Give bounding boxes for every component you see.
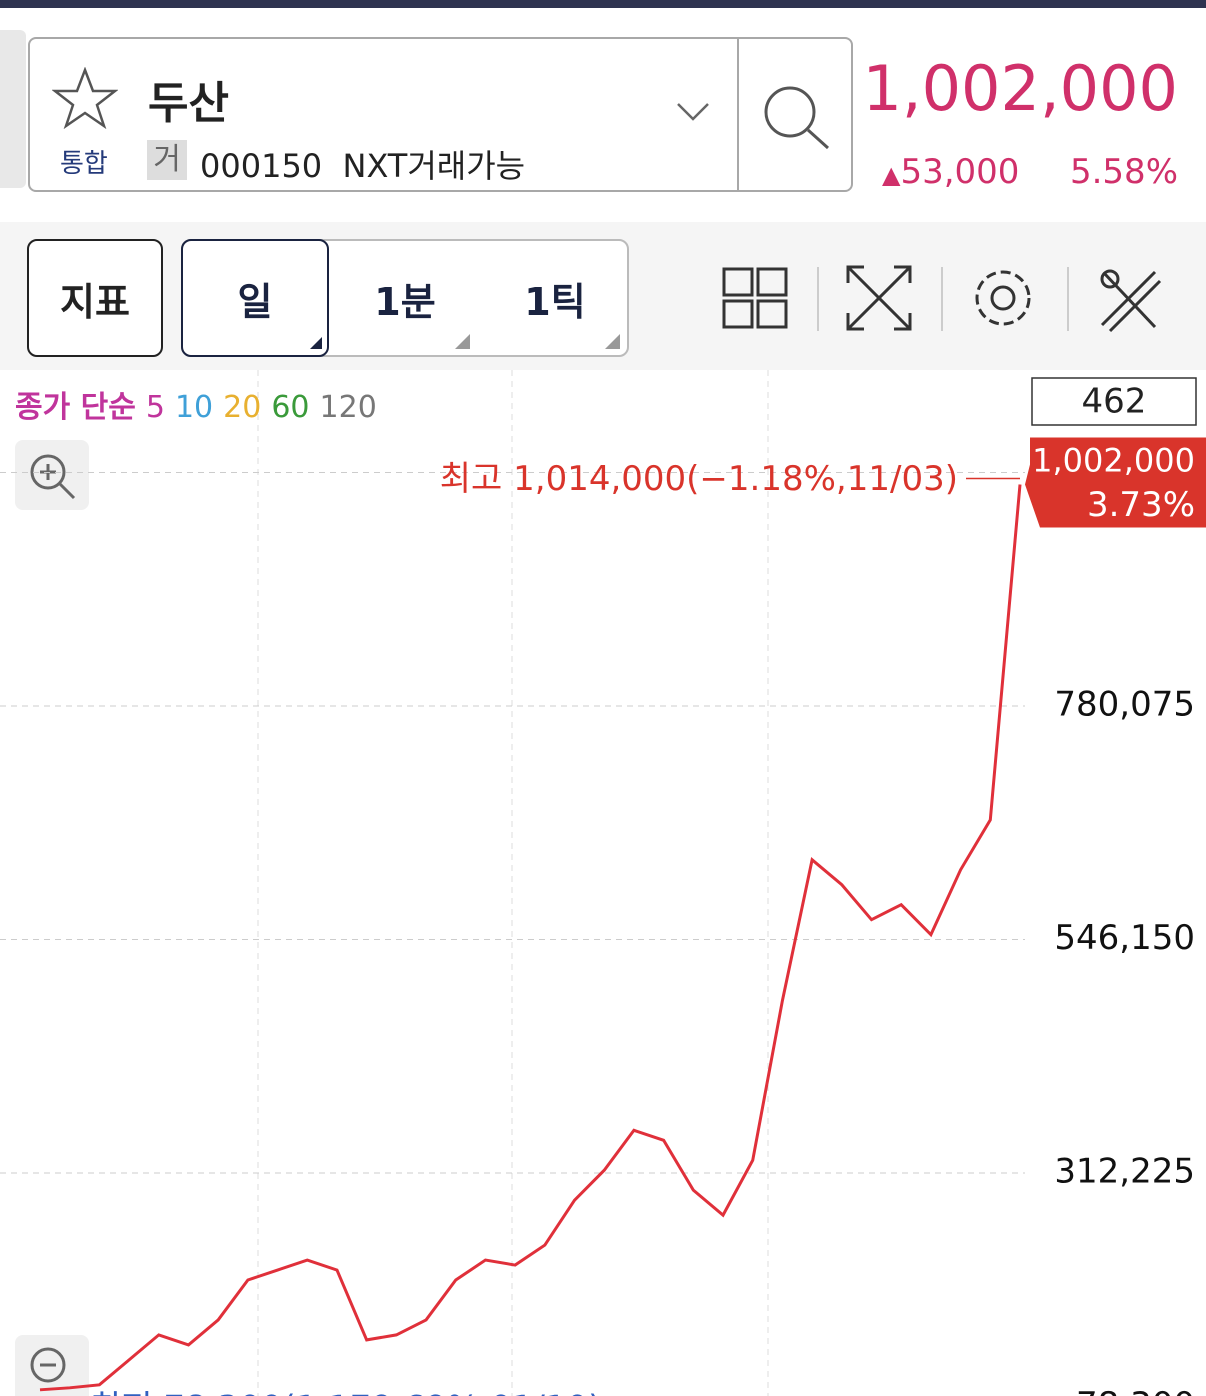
- volume-box: [1031, 377, 1197, 426]
- code: 000150 NXT거래가능: [200, 141, 525, 187]
- badge: 거: [147, 140, 187, 180]
- y-tick-label: 78,300: [1076, 1385, 1195, 1396]
- stock-name: 두산: [148, 78, 229, 129]
- period-min[interactable]: 1분: [374, 279, 436, 324]
- legend-ma: 20: [223, 390, 261, 425]
- v-grid: [257, 370, 769, 1396]
- y-tick-label: 546,150: [1054, 918, 1195, 958]
- indicator-button[interactable]: 지표: [27, 239, 163, 357]
- search[interactable]: [760, 84, 835, 154]
- current-tag: [1025, 437, 1206, 528]
- legend-ma: 60: [271, 390, 309, 425]
- low-label: 최저 78,300(1,179.69%,01/10): [90, 1389, 601, 1396]
- price-line: [39, 484, 1022, 1392]
- change-row: ▲53,000 5.58%: [882, 152, 1178, 192]
- legend-ma: 5: [146, 390, 165, 425]
- stock-box[interactable]: 두산 통합 거 000150 NXT거래가능: [28, 37, 853, 192]
- y-tick-label: 780,075: [1054, 685, 1195, 725]
- expand-icon[interactable]: [846, 265, 912, 331]
- legend-ma: 120: [320, 390, 377, 425]
- side-tab[interactable]: [0, 30, 26, 188]
- high-label: 최고 1,014,000(−1.18%,11/03): [440, 459, 958, 499]
- legend: 종가 단순 5 10 20 60 120: [15, 390, 377, 425]
- current-pct: 3.73%: [1087, 485, 1195, 525]
- divider: [737, 39, 739, 190]
- change: ▲53,000: [882, 152, 1020, 192]
- chart: 462 종가 단순 5 10 20 60 120 780,075 546,150 312,22…: [0, 370, 1206, 1396]
- favorite-star[interactable]: [52, 67, 118, 129]
- period-group: [181, 239, 629, 357]
- settings-icon[interactable]: [975, 270, 1031, 326]
- y-tick-label: 312,225: [1054, 1151, 1195, 1191]
- market: 통합: [60, 149, 108, 179]
- current-price: 1,002,000: [1032, 441, 1195, 479]
- stock-code: 000150: [200, 147, 323, 185]
- toolbar-icons: [310, 265, 1162, 349]
- change-pct: 5.58%: [1069, 152, 1178, 192]
- zoom[interactable]: [15, 440, 89, 1396]
- period-day[interactable]: 일: [181, 239, 329, 357]
- layout-icon[interactable]: [722, 267, 788, 329]
- change-value: 53,000: [900, 152, 1020, 192]
- price: 1,002,000: [862, 52, 1178, 125]
- period-tick[interactable]: 1틱: [524, 279, 586, 324]
- legend-ma: 10: [175, 390, 213, 425]
- dropdown[interactable]: [675, 99, 711, 123]
- legend-prefix: 종가 단순: [15, 390, 136, 425]
- top-bar: [0, 0, 1206, 8]
- volume: 462: [1082, 382, 1147, 422]
- tools-icon[interactable]: [1100, 269, 1162, 333]
- nxt: NXT거래가능: [342, 147, 526, 185]
